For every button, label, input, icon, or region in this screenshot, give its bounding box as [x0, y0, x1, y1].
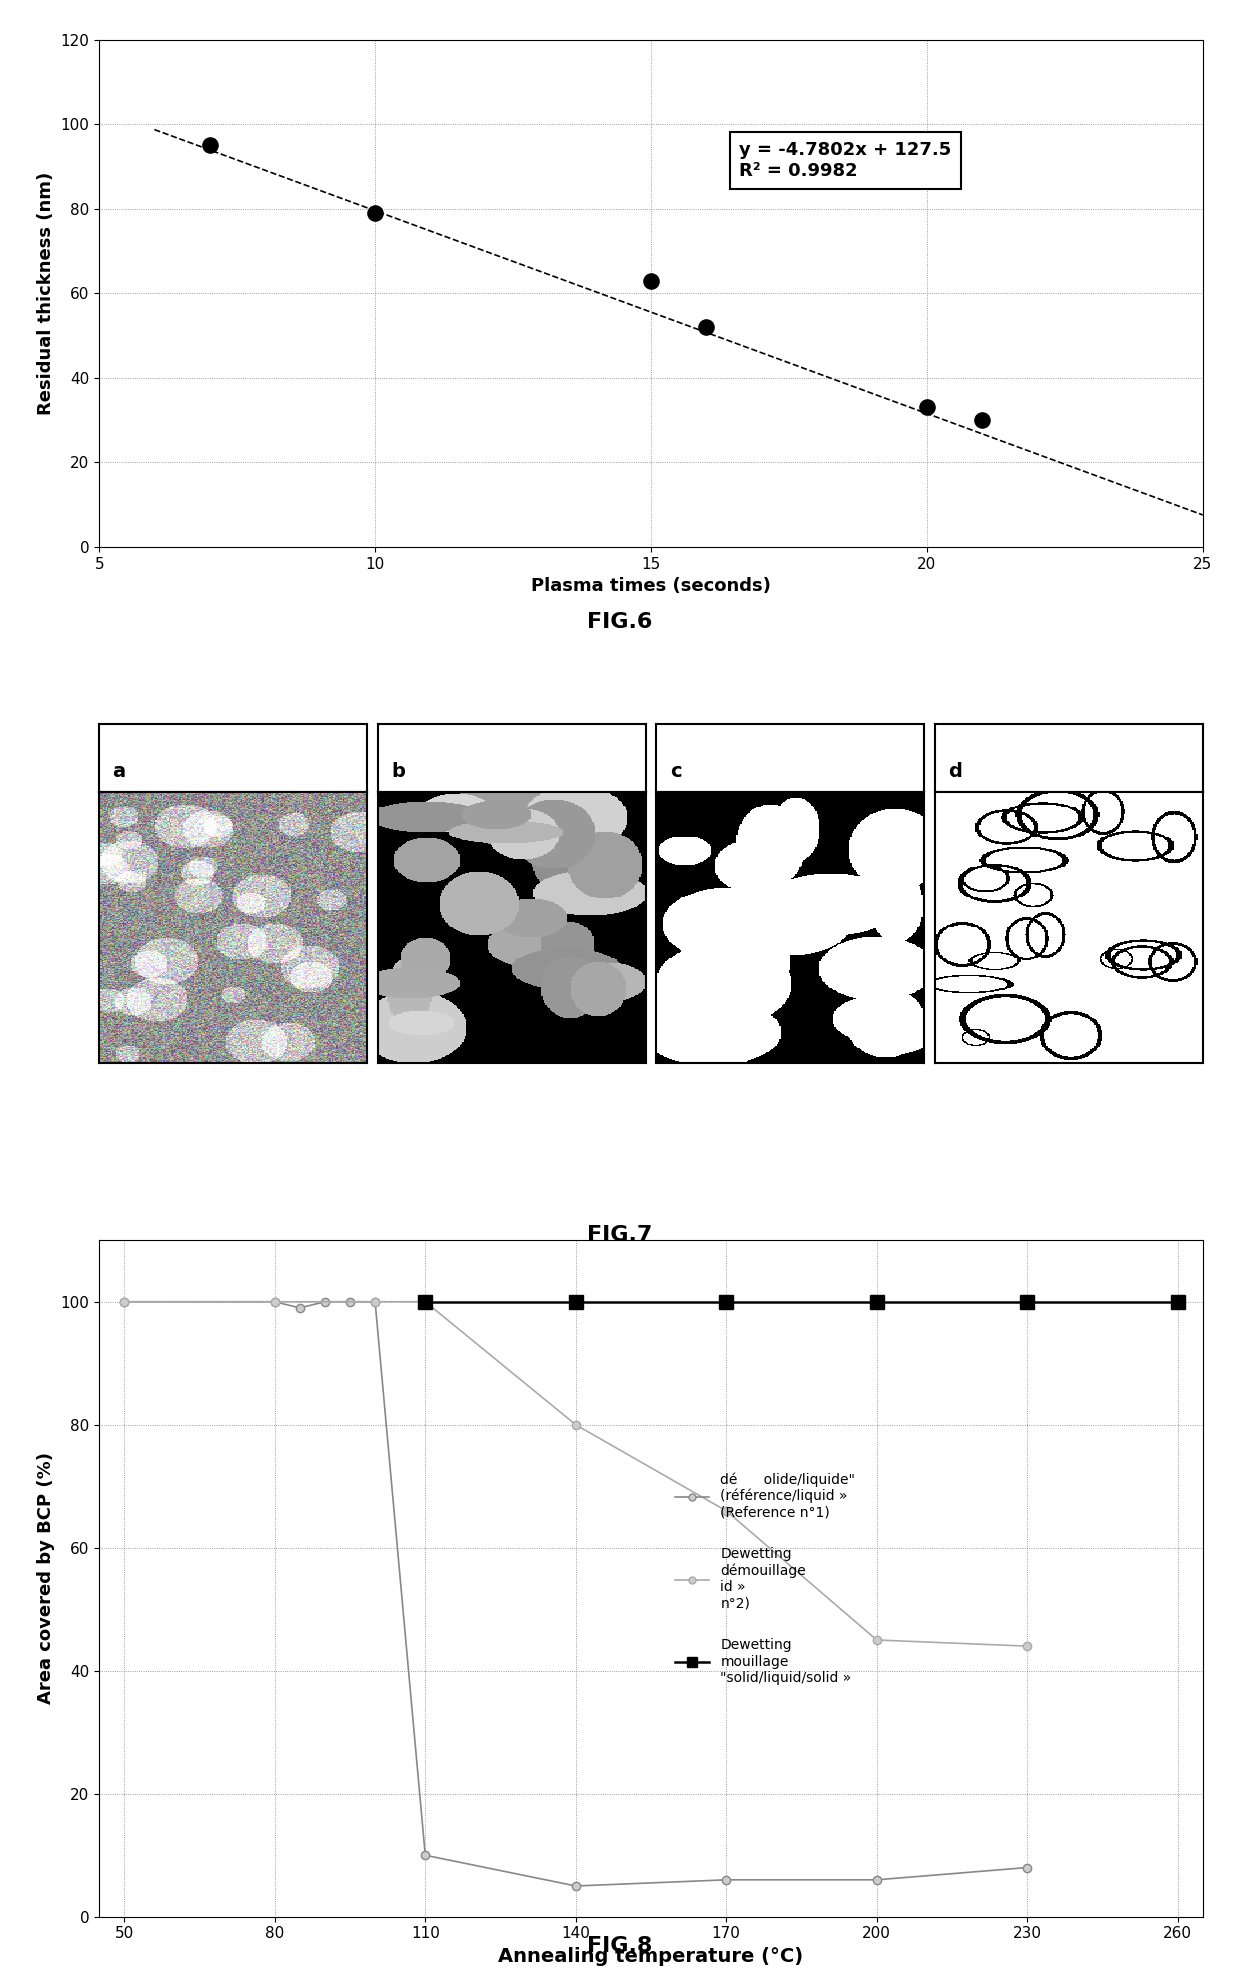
Text: y = -4.7802x + 127.5
R² = 0.9982: y = -4.7802x + 127.5 R² = 0.9982: [739, 140, 951, 180]
Text: a: a: [113, 763, 125, 781]
Point: [972, 405, 992, 437]
Y-axis label: Residual thickness (nm): Residual thickness (nm): [37, 172, 55, 415]
Text: FIG.6: FIG.6: [588, 613, 652, 632]
Point: [697, 310, 717, 342]
Legend: dé      olide/liquide"
(référence/liquid »
(Reference n°1), Dewetting
démouillag: dé olide/liquide" (référence/liquid » (R…: [670, 1466, 861, 1689]
Point: [365, 198, 384, 229]
X-axis label: Annealing temperature (°C): Annealing temperature (°C): [498, 1946, 804, 1966]
Text: c: c: [670, 763, 681, 781]
Text: b: b: [391, 763, 405, 781]
Y-axis label: Area covered by BCP (%): Area covered by BCP (%): [37, 1452, 55, 1705]
Text: FIG.8: FIG.8: [588, 1936, 652, 1956]
Point: [200, 128, 219, 160]
Text: FIG.7: FIG.7: [588, 1225, 652, 1245]
Point: [641, 265, 661, 296]
Point: [916, 391, 937, 423]
Text: d: d: [949, 763, 962, 781]
X-axis label: Plasma times (seconds): Plasma times (seconds): [531, 577, 771, 595]
